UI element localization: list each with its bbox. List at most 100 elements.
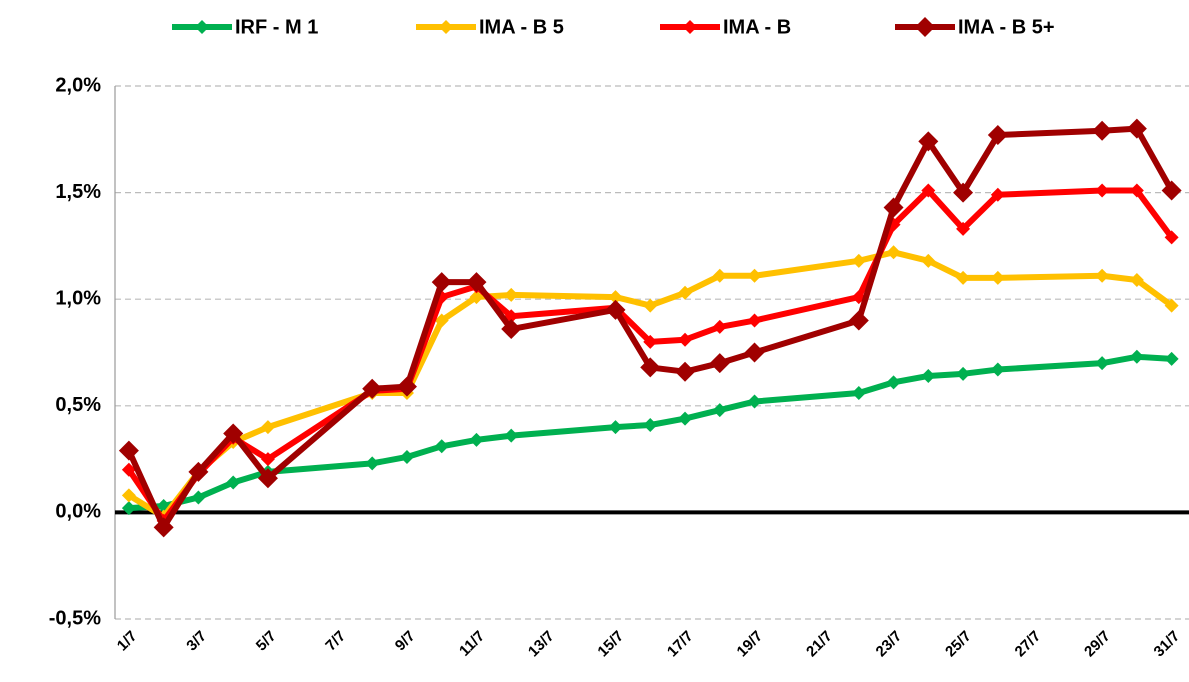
legend-label: IMA - B 5 bbox=[479, 16, 564, 38]
point-marker bbox=[675, 361, 696, 382]
point-marker bbox=[953, 182, 974, 203]
x-tick-label: 7/7 bbox=[322, 628, 349, 655]
point-marker bbox=[469, 432, 484, 447]
y-tick-label: -0,5% bbox=[49, 607, 101, 629]
point-marker bbox=[956, 221, 971, 236]
point-marker bbox=[608, 420, 623, 435]
point-marker bbox=[260, 452, 275, 467]
point-marker bbox=[605, 299, 626, 320]
point-marker bbox=[956, 270, 971, 285]
x-tick-label: 25/7 bbox=[942, 628, 975, 661]
point-marker bbox=[156, 499, 171, 514]
point-marker bbox=[188, 461, 209, 482]
point-marker bbox=[956, 366, 971, 381]
point-marker bbox=[362, 378, 383, 399]
point-marker bbox=[396, 376, 417, 397]
legend-marker bbox=[683, 20, 697, 34]
point-marker bbox=[886, 245, 901, 260]
point-marker bbox=[640, 357, 661, 378]
point-marker bbox=[223, 423, 244, 444]
legend-label: IRF - M 1 bbox=[235, 16, 318, 38]
point-marker bbox=[1095, 268, 1110, 283]
point-marker bbox=[678, 285, 693, 300]
point-marker bbox=[886, 375, 901, 390]
x-tick-label: 29/7 bbox=[1081, 628, 1114, 661]
point-marker bbox=[643, 334, 658, 349]
point-marker bbox=[1161, 180, 1182, 201]
x-tick-label: 31/7 bbox=[1151, 628, 1184, 661]
point-marker bbox=[121, 462, 136, 477]
legend-marker bbox=[195, 20, 209, 34]
point-marker bbox=[1095, 356, 1110, 371]
point-marker bbox=[1095, 183, 1110, 198]
x-tick-label: 21/7 bbox=[803, 628, 836, 661]
point-marker bbox=[118, 440, 139, 461]
point-marker bbox=[1092, 120, 1113, 141]
point-marker bbox=[226, 475, 241, 490]
point-marker bbox=[257, 468, 278, 489]
y-tick-label: 1,0% bbox=[55, 287, 101, 309]
point-marker bbox=[399, 449, 414, 464]
point-marker bbox=[747, 394, 762, 409]
point-marker bbox=[1164, 298, 1179, 313]
x-tick-label: 1/7 bbox=[114, 628, 141, 655]
point-marker bbox=[466, 272, 487, 293]
point-marker bbox=[712, 319, 727, 334]
point-marker bbox=[1126, 118, 1147, 139]
point-marker bbox=[121, 501, 136, 516]
point-marker bbox=[501, 319, 522, 340]
point-marker bbox=[990, 270, 1005, 285]
x-tick-label: 13/7 bbox=[525, 628, 558, 661]
x-tick-label: 27/7 bbox=[1012, 628, 1045, 661]
point-marker bbox=[431, 272, 452, 293]
series-line bbox=[128, 353, 1172, 512]
point-marker bbox=[608, 290, 623, 305]
point-marker bbox=[709, 353, 730, 374]
point-marker bbox=[712, 268, 727, 283]
x-tick-label: 11/7 bbox=[456, 628, 488, 660]
x-tick-label: 17/7 bbox=[664, 628, 697, 661]
point-marker bbox=[987, 125, 1008, 146]
point-marker bbox=[1129, 349, 1144, 364]
point-marker bbox=[848, 310, 869, 331]
x-tick-label: 9/7 bbox=[392, 628, 419, 655]
legend-label: IMA - B bbox=[723, 16, 791, 38]
point-marker bbox=[434, 439, 449, 454]
point-marker bbox=[990, 187, 1005, 202]
x-tick-label: 23/7 bbox=[873, 628, 906, 661]
series-line bbox=[127, 249, 1174, 520]
legend-marker bbox=[915, 17, 935, 37]
y-tick-label: 1,5% bbox=[55, 181, 101, 203]
point-marker bbox=[921, 183, 936, 198]
point-marker bbox=[365, 456, 380, 471]
y-tick-label: 0,0% bbox=[55, 501, 101, 523]
point-marker bbox=[747, 268, 762, 283]
x-tick-label: 19/7 bbox=[733, 628, 766, 661]
point-marker bbox=[744, 342, 765, 363]
point-marker bbox=[921, 368, 936, 383]
point-marker bbox=[678, 411, 693, 426]
point-marker bbox=[1164, 351, 1179, 366]
point-marker bbox=[921, 253, 936, 268]
point-marker bbox=[643, 417, 658, 432]
legend-marker bbox=[439, 20, 453, 34]
point-marker bbox=[883, 197, 904, 218]
point-marker bbox=[469, 290, 484, 305]
point-marker bbox=[990, 362, 1005, 377]
point-marker bbox=[434, 313, 449, 328]
point-marker bbox=[678, 332, 693, 347]
x-tick-label: 3/7 bbox=[183, 628, 210, 655]
legend-label: IMA - B 5+ bbox=[958, 16, 1055, 38]
point-marker bbox=[504, 428, 519, 443]
x-tick-label: 5/7 bbox=[253, 628, 280, 655]
point-marker bbox=[260, 420, 275, 435]
point-marker bbox=[643, 298, 658, 313]
y-tick-label: 2,0% bbox=[55, 74, 101, 96]
point-marker bbox=[747, 313, 762, 328]
point-marker bbox=[851, 253, 866, 268]
x-tick-label: 15/7 bbox=[594, 628, 627, 661]
point-marker bbox=[1164, 230, 1179, 245]
point-marker bbox=[1129, 273, 1144, 288]
y-tick-label: 0,5% bbox=[55, 394, 101, 416]
